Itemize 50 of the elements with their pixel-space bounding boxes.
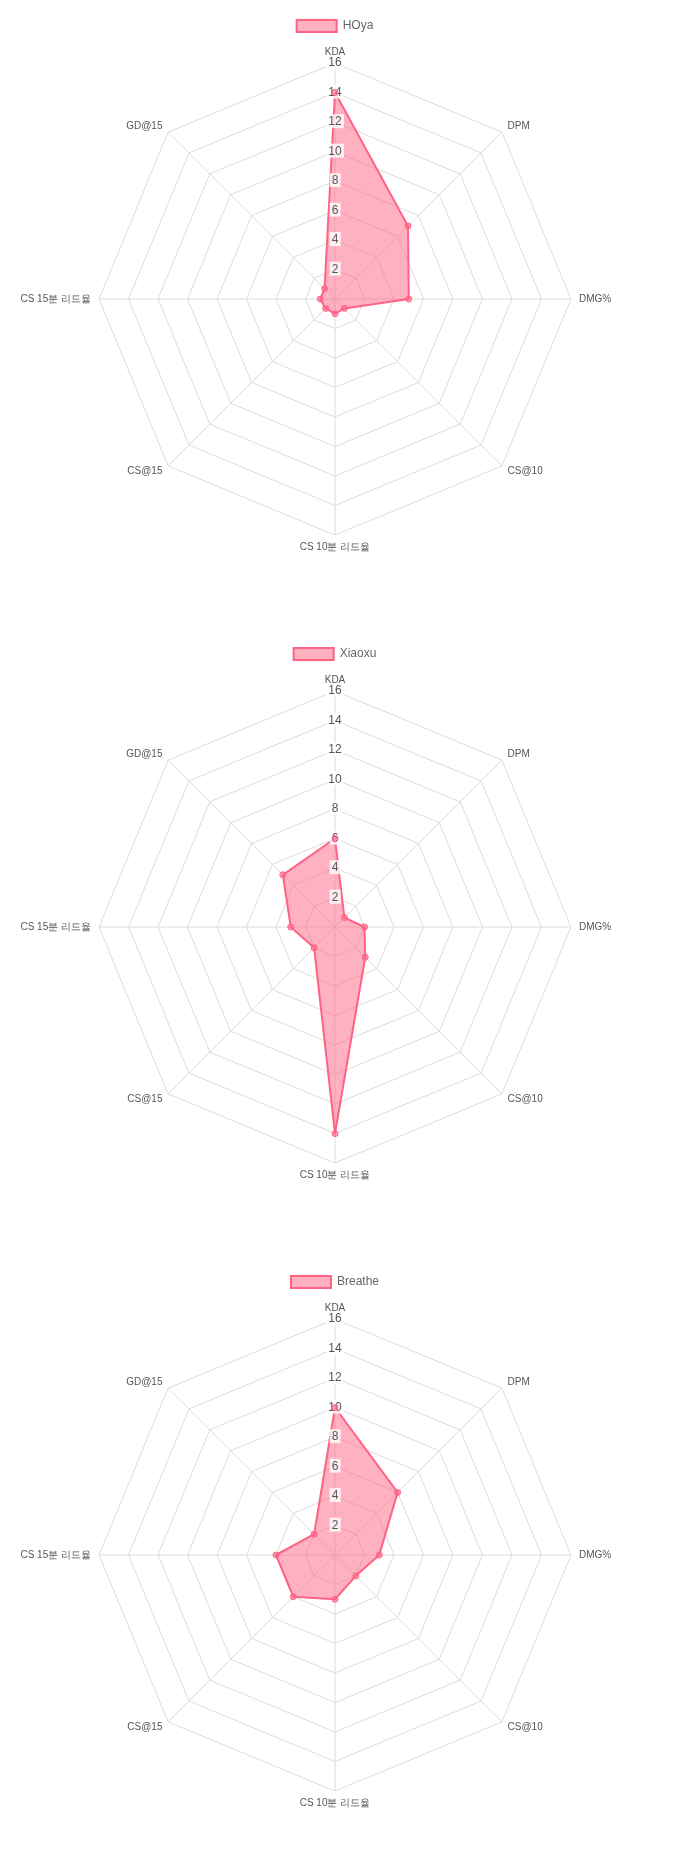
spoke-label: CS 10분 리드율 xyxy=(299,541,371,553)
spoke-label: DMG% xyxy=(579,292,612,304)
spoke-label: DPM xyxy=(507,120,530,132)
y-tick-label: 14 xyxy=(328,712,342,727)
spoke-label: CS@10 xyxy=(507,1093,544,1105)
y-tick-label: 2 xyxy=(331,1517,339,1532)
y-tick-label: 6 xyxy=(331,830,339,845)
spoke-label: CS 10분 리드율 xyxy=(299,1797,371,1809)
y-tick-label: 8 xyxy=(331,173,339,188)
y-tick-label: 16 xyxy=(328,1311,342,1326)
spoke-label: DPM xyxy=(507,1376,530,1388)
legend-label: HOya xyxy=(342,18,374,33)
spoke-label: KDA xyxy=(324,674,346,685)
spoke-label: KDA xyxy=(324,46,346,57)
legend-label: Breathe xyxy=(336,1274,380,1289)
y-tick-label: 10 xyxy=(328,143,342,158)
spoke-label: CS@10 xyxy=(507,1721,544,1733)
spoke-label: GD@15 xyxy=(126,120,163,132)
spoke-label: CS 15분 리드율 xyxy=(20,1548,91,1560)
y-tick-label: 8 xyxy=(331,1429,339,1444)
spoke-label: CS 10분 리드율 xyxy=(299,1169,371,1181)
y-tick-label: 8 xyxy=(331,801,339,816)
y-tick-label: 2 xyxy=(331,261,339,276)
y-tick-label: 12 xyxy=(328,1370,342,1385)
y-tick-label: 6 xyxy=(331,202,339,217)
y-tick-label: 12 xyxy=(328,114,342,129)
y-tick-label: 6 xyxy=(331,1458,339,1473)
spoke-label: DMG% xyxy=(579,1548,612,1560)
spoke-label: KDA xyxy=(324,1302,346,1313)
legend-label: Xiaoxu xyxy=(339,646,377,661)
spoke-label: CS@15 xyxy=(127,465,163,477)
y-tick-label: 16 xyxy=(328,55,342,70)
y-tick-label: 2 xyxy=(331,889,339,904)
y-tick-label: 4 xyxy=(331,1488,339,1503)
y-tick-label: 4 xyxy=(331,860,339,875)
spoke-label: GD@15 xyxy=(126,1376,163,1388)
spoke-label: CS@15 xyxy=(127,1721,163,1733)
y-tick-label: 10 xyxy=(328,1399,342,1414)
y-tick-label: 10 xyxy=(328,771,342,786)
y-tick-label: 16 xyxy=(328,683,342,698)
y-tick-label: 12 xyxy=(328,742,342,757)
spoke-label: CS@10 xyxy=(507,465,544,477)
spoke-label: DPM xyxy=(507,748,530,760)
spoke-label: GD@15 xyxy=(126,748,163,760)
spoke-label: CS@15 xyxy=(127,1093,163,1105)
spoke-label: CS 15분 리드율 xyxy=(20,920,91,932)
y-tick-label: 14 xyxy=(328,1340,342,1355)
y-tick-label: 4 xyxy=(331,232,339,247)
spoke-label: DMG% xyxy=(579,920,612,932)
spoke-label: CS 15분 리드율 xyxy=(20,292,91,304)
